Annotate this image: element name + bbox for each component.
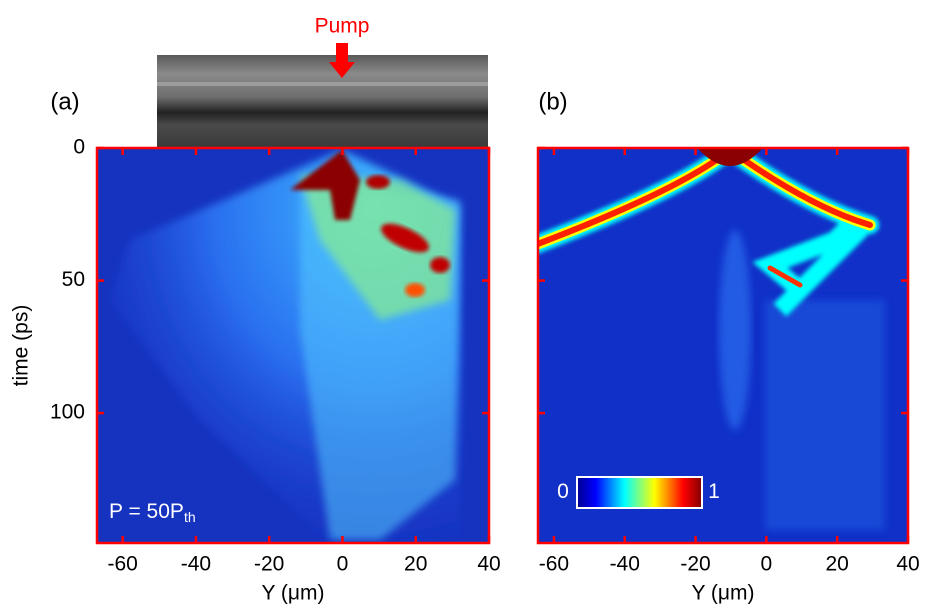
sem-highlight [157, 82, 488, 86]
heatmap-image-a [97, 148, 489, 543]
pump-label: Pump [315, 15, 370, 38]
plot-frame [95, 146, 491, 545]
x-tick-label: 40 [896, 553, 919, 576]
x-tick-label: -40 [181, 553, 211, 576]
panel-label: (b) [538, 88, 567, 115]
panel-label: (a) [50, 88, 79, 115]
x-tick-label: 20 [826, 553, 849, 576]
x-tick-label: 0 [761, 553, 773, 576]
x-tick-label: -20 [680, 553, 710, 576]
power-annotation: P = 50Pth [109, 500, 196, 525]
x-tick-label: -60 [107, 553, 137, 576]
annotation-subscript: th [184, 509, 196, 525]
y-tick-label: 0 [73, 136, 85, 159]
x-tick-label: -60 [539, 553, 569, 576]
sem-image [157, 55, 488, 148]
x-axis-label: Y (μm) [691, 582, 754, 605]
x-tick-label: -40 [610, 553, 640, 576]
colorbar [576, 476, 703, 509]
heatmap-image-b [538, 148, 908, 543]
x-tick-label: 0 [337, 553, 349, 576]
pump-arrow [329, 43, 355, 78]
x-axis-label: Y (μm) [261, 582, 324, 605]
x-tick-label: 20 [404, 553, 427, 576]
x-tick-label: 40 [477, 553, 500, 576]
colorbar-tick-label: 1 [708, 480, 720, 503]
y-tick-label: 100 [50, 401, 85, 424]
x-tick-label: -20 [254, 553, 284, 576]
y-axis-label: time (ps) [10, 305, 33, 387]
y-tick-label: 50 [62, 268, 85, 291]
annotation-text: P = 50P [109, 500, 184, 523]
plot-frame [536, 146, 910, 545]
colorbar-tick-label: 0 [557, 480, 569, 503]
